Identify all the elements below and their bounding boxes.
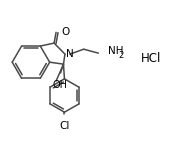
Text: OH: OH [52, 80, 67, 90]
Text: Cl: Cl [59, 121, 70, 131]
Text: N: N [66, 49, 74, 59]
Text: O: O [61, 27, 69, 37]
Text: 2: 2 [118, 51, 123, 60]
Text: HCl: HCl [141, 52, 161, 65]
Text: NH: NH [108, 46, 124, 56]
